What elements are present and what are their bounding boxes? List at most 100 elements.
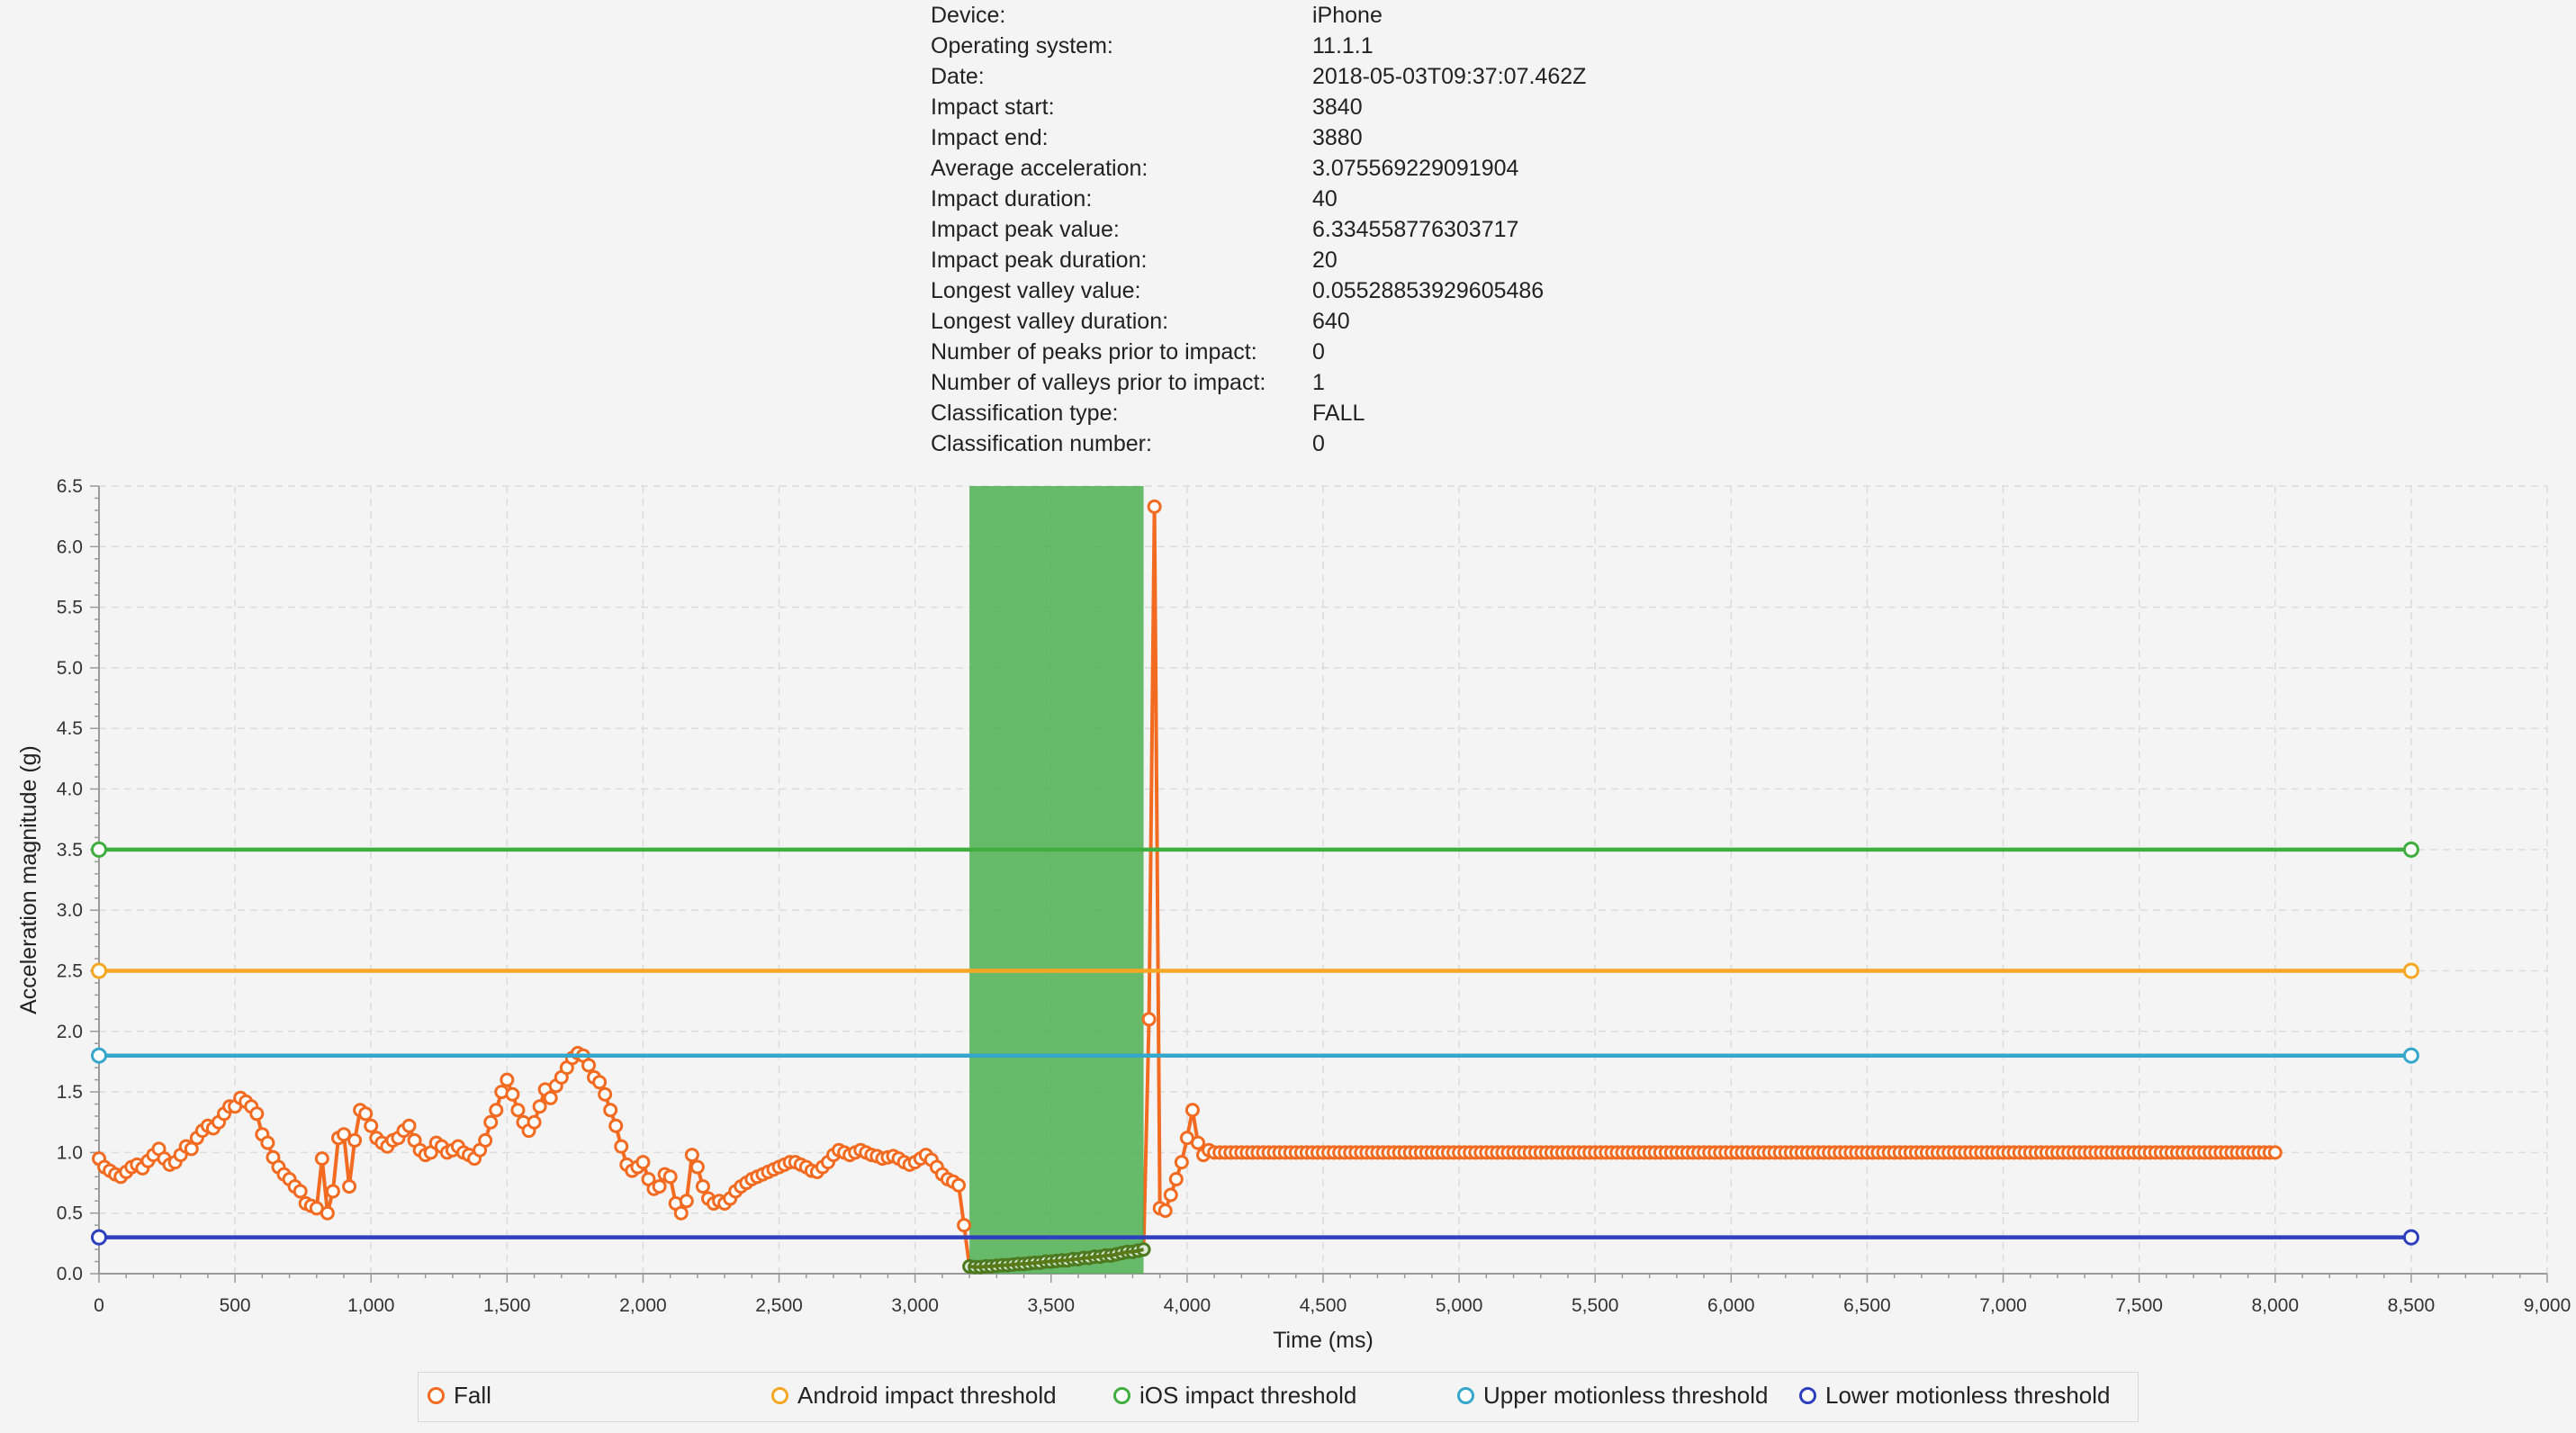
data-point-threshold: [2402, 962, 2419, 979]
data-point-fall: [527, 1114, 542, 1130]
data-point-fall: [951, 1177, 967, 1193]
info-value: 40: [1312, 186, 1338, 212]
y-tick-label: 6.5: [57, 476, 83, 497]
data-point-threshold: [91, 962, 107, 979]
data-point-fall: [614, 1139, 629, 1154]
info-value: 6.334558776303717: [1312, 217, 1519, 242]
data-point-fall: [1157, 1203, 1173, 1218]
info-value: 0.05528853929605486: [1312, 278, 1545, 303]
info-label: Average acceleration:: [931, 156, 1148, 181]
y-tick-label: 0.0: [57, 1264, 83, 1284]
legend-marker-icon: [1799, 1387, 1816, 1404]
data-point-fall: [478, 1132, 493, 1148]
y-tick-label: 6.0: [57, 536, 83, 557]
data-point-fall: [543, 1090, 558, 1105]
data-point-fall: [320, 1205, 335, 1221]
legend-marker-icon: [428, 1387, 445, 1404]
data-point-fall: [635, 1155, 651, 1170]
y-tick-label: 1.5: [57, 1082, 83, 1103]
legend-label: Android impact threshold: [797, 1382, 1057, 1409]
legend-label: Lower motionless threshold: [1825, 1382, 2111, 1409]
x-tick-label: 6,000: [1707, 1295, 1755, 1316]
data-point-fall: [1163, 1187, 1178, 1203]
data-point-fall: [337, 1127, 351, 1142]
data-point-fall: [293, 1184, 308, 1199]
data-point-fall: [184, 1141, 199, 1157]
impact-highlight-region: [969, 486, 1144, 1274]
x-tick-label: 5,000: [1436, 1295, 1483, 1316]
x-tick-label: 7,500: [2115, 1295, 2163, 1316]
y-tick-label: 0.5: [57, 1203, 83, 1224]
legend-label: iOS impact threshold: [1139, 1382, 1357, 1409]
y-tick-label: 2.0: [57, 1022, 83, 1042]
data-point-threshold: [2402, 1047, 2419, 1064]
data-point-fall: [1147, 499, 1162, 514]
data-point-fall: [2267, 1145, 2283, 1160]
x-tick-label: 5,500: [1572, 1295, 1619, 1316]
info-label: Classification number:: [931, 431, 1152, 456]
info-label: Number of peaks prior to impact:: [931, 339, 1257, 365]
data-point-fall: [358, 1106, 374, 1122]
x-tick-label: 2,000: [619, 1295, 667, 1316]
info-label: Impact end:: [931, 125, 1049, 150]
data-point-fall: [510, 1103, 526, 1118]
info-value: 640: [1312, 309, 1350, 334]
legend-marker-icon: [771, 1387, 788, 1404]
data-point-fall: [260, 1135, 275, 1150]
data-point-fall: [1184, 1103, 1200, 1118]
data-point-fall: [532, 1099, 547, 1114]
data-point-fall: [673, 1205, 689, 1221]
info-value: 20: [1312, 248, 1338, 273]
info-value: iPhone: [1312, 3, 1383, 28]
info-label: Impact duration:: [931, 186, 1093, 212]
legend-item: Lower motionless threshold: [1799, 1382, 2111, 1410]
y-tick-label: 2.5: [57, 960, 83, 981]
data-point-fall: [483, 1114, 499, 1130]
x-tick-label: 2,500: [755, 1295, 803, 1316]
info-label: Classification type:: [931, 401, 1119, 426]
y-tick-label: 3.0: [57, 900, 83, 921]
x-tick-label: 0: [94, 1295, 104, 1316]
legend-item: Android impact threshold: [771, 1382, 1057, 1410]
info-value: 1: [1312, 370, 1325, 395]
legend-item: iOS impact threshold: [1113, 1382, 1356, 1410]
x-tick-label: 4,000: [1164, 1295, 1211, 1316]
data-point-fall: [342, 1179, 357, 1194]
info-label: Impact peak value:: [931, 217, 1120, 242]
data-point-fall: [325, 1184, 340, 1199]
info-value: 2018-05-03T09:37:07.462Z: [1312, 64, 1587, 89]
data-point-fall: [957, 1218, 972, 1233]
data-point-fall: [500, 1072, 515, 1087]
legend-label: Upper motionless threshold: [1483, 1382, 1769, 1409]
info-value: 3840: [1312, 95, 1363, 120]
info-value: 11.1.1: [1312, 33, 1374, 59]
data-point-threshold: [2402, 1229, 2419, 1246]
data-point-fall: [1168, 1172, 1184, 1186]
data-point-fall: [592, 1075, 608, 1090]
data-point-fall: [1190, 1135, 1205, 1150]
x-tick-label: 3,500: [1027, 1295, 1075, 1316]
legend-label: Fall: [454, 1382, 491, 1409]
y-axis-label: Acceleration magnitude (g): [16, 745, 41, 1014]
x-tick-label: 8,000: [2251, 1295, 2299, 1316]
data-point-fall: [1174, 1155, 1189, 1170]
info-value: 3.075569229091904: [1312, 156, 1519, 181]
info-value: 0: [1312, 339, 1325, 365]
x-tick-label: 4,500: [1300, 1295, 1347, 1316]
data-point-fall: [249, 1106, 265, 1122]
x-tick-label: 1,000: [347, 1295, 395, 1316]
data-point-threshold: [91, 1047, 107, 1064]
info-label: Longest valley value:: [931, 278, 1141, 303]
legend-item: Upper motionless threshold: [1457, 1382, 1769, 1410]
legend-marker-icon: [1457, 1387, 1474, 1404]
info-value: 0: [1312, 431, 1325, 456]
data-point-fall: [695, 1179, 710, 1194]
x-tick-label: 6,500: [1843, 1295, 1891, 1316]
info-label: Date:: [931, 64, 985, 89]
x-axis-label: Time (ms): [1273, 1328, 1374, 1353]
y-tick-label: 5.5: [57, 598, 83, 618]
data-point-fall: [608, 1118, 624, 1133]
data-point-fall: [489, 1103, 504, 1118]
x-tick-label: 9,000: [2524, 1295, 2571, 1316]
data-point-fall: [662, 1169, 678, 1185]
